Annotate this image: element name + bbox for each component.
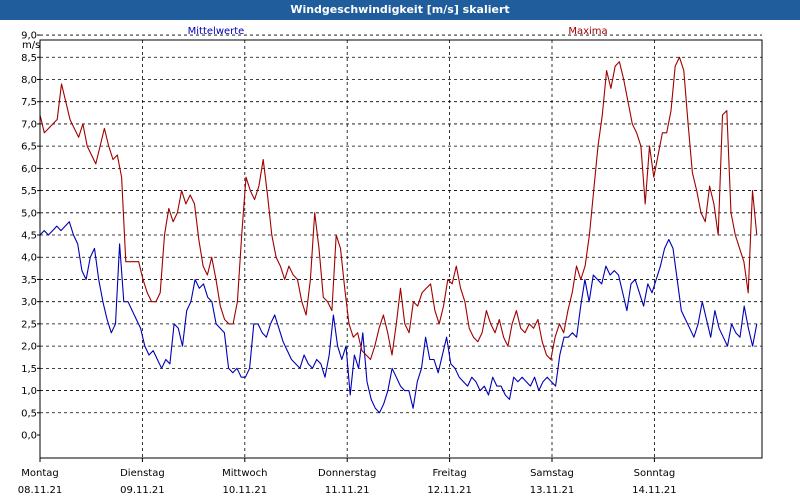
y-tick-label: 2,0 (21, 342, 37, 353)
x-axis-ticks: Montag 08.11.21 Dienstag 09.11.21 Mittwoch 10… (18, 458, 677, 496)
y-tick-label: 3,5 (21, 275, 37, 286)
legend-maxima: Maxima (568, 26, 607, 37)
x-tick-date: 10.11.21 (223, 485, 268, 496)
y-tick-label: 8,0 (21, 75, 37, 86)
x-tick-day: Montag (21, 468, 58, 479)
series-line-mittelwerte (39, 221, 758, 414)
x-tick-date: 13.11.21 (530, 485, 575, 496)
legend-mittelwerte: Mittelwerte (188, 26, 245, 37)
x-tick-date: 14.11.21 (632, 485, 677, 496)
y-tick-label: 1,0 (21, 386, 37, 397)
series-lines (39, 56, 758, 414)
y-tick-label: 6,5 (21, 142, 37, 153)
y-tick-label: 9,0 (21, 31, 37, 42)
x-tick-date: 09.11.21 (120, 485, 165, 496)
x-tick-day: Donnerstag (318, 468, 376, 479)
y-axis-unit-label: m/s (22, 40, 40, 51)
y-tick-label: 0,5 (21, 408, 37, 419)
y-tick-label: 7,0 (21, 119, 37, 130)
x-tick-day: Freitag (432, 468, 466, 479)
y-tick-label: 2,5 (21, 319, 37, 330)
y-tick-label: 1,5 (21, 364, 37, 375)
y-tick-label: 7,5 (21, 97, 37, 108)
x-tick-day: Sonntag (634, 468, 676, 479)
plot-frame (39, 39, 763, 459)
y-tick-label: 4,5 (21, 231, 37, 242)
y-tick-label: 0,0 (21, 431, 37, 442)
x-tick-date: 12.11.21 (427, 485, 472, 496)
grid-lines (37, 34, 762, 458)
y-tick-label: 5,5 (21, 186, 37, 197)
x-tick-day: Dienstag (120, 468, 165, 479)
y-tick-label: 6,0 (21, 164, 37, 175)
window-title: Windgeschwindigkeit [m/s] skaliert (0, 0, 800, 20)
y-tick-label: 5,0 (21, 208, 37, 219)
x-tick-date: 08.11.21 (18, 485, 63, 496)
x-tick-day: Samstag (530, 468, 574, 479)
y-axis-ticks: 0,0 0,5 1,0 1,5 2,0 2,5 3,0 3,5 4,0 4,5 5,0 5,5 6,0 6… (21, 31, 37, 442)
x-tick-date: 11.11.21 (325, 485, 370, 496)
series-line-maxima (39, 56, 758, 361)
x-tick-day: Mittwoch (222, 468, 267, 479)
y-tick-label: 3,0 (21, 297, 37, 308)
y-tick-label: 4,0 (21, 253, 37, 264)
y-tick-label: 8,5 (21, 53, 37, 64)
